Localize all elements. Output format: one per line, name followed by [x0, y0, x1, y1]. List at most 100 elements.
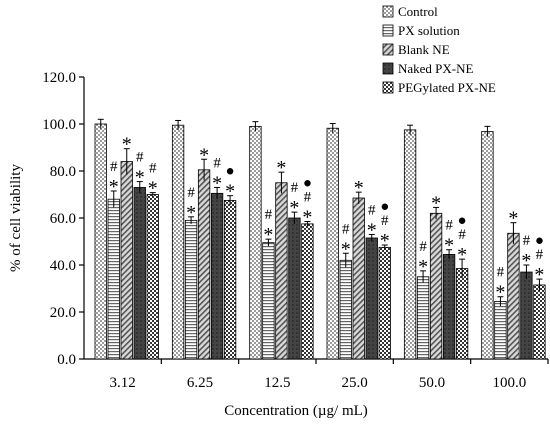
y-tick-label: 40.0	[50, 258, 76, 274]
legend-label: PX solution	[398, 23, 460, 38]
bar	[507, 232, 520, 360]
y-tick-label: 100.0	[42, 117, 76, 133]
bar	[494, 301, 507, 360]
bar	[197, 169, 211, 360]
legend-swatch	[382, 43, 394, 56]
bar	[171, 124, 185, 360]
significance-dot: ●	[380, 199, 389, 215]
significance-star: *	[380, 230, 390, 252]
significance-star: *	[289, 197, 299, 219]
significance-star: *	[534, 264, 544, 286]
significance-star: *	[148, 178, 158, 200]
significance-hash: #	[497, 265, 505, 281]
significance-dot: ●	[458, 213, 467, 229]
bar	[107, 198, 120, 360]
bar	[223, 199, 237, 360]
bars: #**#* #* #** #*●*#**#*●#*#**#*●#* #**#*●#*#*…	[94, 118, 546, 360]
x-tick-label: 12.5	[264, 375, 290, 391]
significance-star: *	[354, 177, 364, 199]
significance-star: *	[457, 244, 467, 266]
bar	[352, 197, 365, 360]
bar	[378, 246, 391, 360]
x-axis-tick-labels: 3.12 6.25 12.5 25.0 50.0 100.0	[110, 359, 549, 391]
bar	[339, 259, 352, 360]
bar	[365, 237, 378, 360]
significance-star: *	[135, 167, 145, 189]
significance-star: *	[276, 157, 286, 179]
legend-label: PEGylated PX-NE	[398, 80, 496, 95]
significance-hash: #	[536, 247, 544, 263]
bar	[184, 219, 198, 360]
significance-star: *	[263, 224, 273, 246]
significance-star: *	[521, 250, 531, 272]
x-axis-title: Concentration (µg/ mL)	[224, 403, 368, 419]
legend-swatch	[382, 81, 394, 94]
significance-hash: #	[265, 207, 273, 223]
legend: Control PX solution Blank NE Naked PX-NE PEG…	[382, 4, 496, 95]
significance-hash: #	[458, 227, 466, 243]
legend-swatch	[382, 24, 394, 37]
significance-hash: #	[136, 150, 144, 166]
bar	[275, 182, 288, 360]
bar	[249, 125, 262, 360]
bar	[94, 123, 107, 360]
bar	[403, 129, 417, 360]
y-axis-title: % of cell viability	[8, 164, 24, 272]
significance-star: *	[444, 235, 454, 257]
x-tick-label: 25.0	[342, 375, 368, 391]
significance-star: *	[302, 207, 312, 229]
bar	[442, 254, 456, 360]
bar	[120, 161, 133, 360]
significance-hash: #	[342, 221, 350, 237]
bar	[146, 194, 159, 360]
legend-swatch	[382, 5, 394, 18]
bar	[520, 271, 533, 360]
significance-star: *	[367, 219, 377, 241]
bar	[301, 223, 314, 360]
significance-star: *	[431, 192, 441, 214]
bar	[262, 242, 275, 360]
bar	[133, 187, 146, 360]
y-tick-label: 0.0	[57, 352, 76, 368]
bar	[429, 212, 443, 360]
significance-hash: #	[187, 185, 195, 201]
bar	[326, 127, 339, 360]
significance-dot: ●	[535, 233, 544, 249]
significance-star: *	[186, 202, 196, 224]
significance-star: *	[341, 238, 351, 260]
bar	[416, 276, 430, 360]
bar	[210, 192, 224, 360]
significance-hash: #	[213, 155, 221, 171]
significance-hash: #	[419, 239, 427, 255]
y-tick-label: 60.0	[50, 211, 76, 227]
significance-star: *	[418, 256, 428, 278]
bar	[288, 217, 301, 360]
legend-label: Control	[398, 4, 438, 19]
bar	[455, 268, 469, 360]
y-tick-label: 20.0	[50, 305, 76, 321]
significance-hash: #	[291, 180, 299, 196]
significance-star: *	[508, 208, 518, 230]
significance-star: *	[495, 282, 505, 304]
significance-hash: #	[110, 159, 118, 175]
legend-label: Blank NE	[398, 42, 450, 57]
significance-hash: #	[445, 218, 453, 234]
significance-star: *	[212, 172, 222, 194]
significance-dot: ●	[303, 176, 312, 192]
legend-label: Naked PX-NE	[398, 61, 474, 76]
x-tick-label: 100.0	[492, 375, 526, 391]
significance-star: *	[109, 176, 119, 198]
significance-hash: #	[368, 202, 376, 218]
significance-dot: ●	[226, 164, 235, 180]
x-tick-label: 6.25	[187, 375, 213, 391]
significance-hash: #	[523, 233, 531, 249]
y-tick-label: 80.0	[50, 164, 76, 180]
bar	[481, 131, 494, 360]
x-tick-label: 50.0	[419, 375, 445, 391]
significance-star: *	[199, 144, 209, 166]
significance-star: *	[122, 134, 132, 156]
significance-hash: #	[149, 161, 157, 177]
y-axis-ticks: 0.0 20.0 40.0 60.0 80.0 100.0 120.0	[42, 70, 84, 368]
legend-swatch	[382, 62, 394, 75]
